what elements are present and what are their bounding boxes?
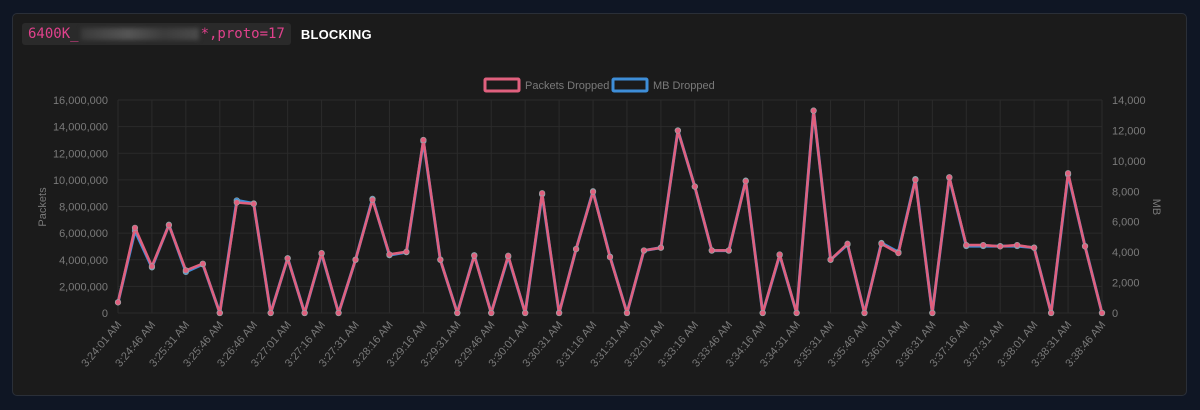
chart-card bbox=[12, 13, 1187, 396]
packets-dropped-line-point bbox=[488, 309, 495, 317]
packets-dropped-line-point bbox=[963, 242, 970, 249]
packets-dropped-line-point bbox=[674, 127, 681, 134]
packets-dropped-line-point bbox=[284, 255, 291, 262]
packets-dropped-line bbox=[116, 109, 1104, 315]
packets-dropped-line-point bbox=[844, 240, 851, 247]
left-tick-label: 10,000,000 bbox=[53, 175, 108, 187]
left-tick-label: 14,000,000 bbox=[53, 122, 108, 134]
packets-dropped-line-point bbox=[539, 190, 546, 197]
packets-dropped-line-point bbox=[759, 309, 766, 317]
chart-header: 6400K_ *,proto=17 BLOCKING bbox=[22, 23, 372, 45]
filter-expression: 6400K_ *,proto=17 bbox=[22, 23, 291, 45]
packets-dropped-line-point bbox=[708, 247, 715, 254]
legend-swatch-packets bbox=[483, 77, 521, 93]
packets-dropped-line-point bbox=[420, 136, 427, 144]
right-tick-label: 14,000 bbox=[1112, 95, 1146, 107]
packets-dropped-line-point bbox=[640, 247, 648, 254]
status-label: BLOCKING bbox=[300, 26, 372, 42]
packets-dropped-line-point bbox=[997, 243, 1004, 250]
packets-dropped-line-point bbox=[1064, 170, 1072, 177]
right-axis-title: MB bbox=[1150, 199, 1162, 216]
filter-suffix: *,proto=17 bbox=[200, 26, 285, 42]
packets-dropped-line-point bbox=[522, 309, 529, 317]
packets-dropped-line-point bbox=[114, 299, 122, 306]
packets-dropped-line-point bbox=[267, 309, 274, 317]
packets-dropped-line-point bbox=[895, 249, 902, 257]
packets-dropped-line-point bbox=[165, 222, 172, 229]
packets-dropped-line-point bbox=[1081, 243, 1089, 250]
right-tick-label: 2,000 bbox=[1112, 278, 1140, 290]
redacted-block bbox=[80, 28, 199, 40]
right-tick-label: 0 bbox=[1112, 308, 1118, 320]
packets-dropped-line-point bbox=[556, 309, 563, 317]
packets-dropped-line-point bbox=[776, 251, 783, 258]
right-tick-label: 4,000 bbox=[1112, 247, 1140, 259]
packets-dropped-line-point bbox=[810, 107, 817, 114]
packets-dropped-line-point bbox=[606, 253, 614, 261]
packets-dropped-line-point bbox=[946, 174, 953, 181]
packets-dropped-line-point bbox=[742, 178, 749, 185]
packets-dropped-line-point bbox=[657, 244, 664, 251]
packets-dropped-line-point bbox=[301, 309, 308, 317]
packets-dropped-line-point bbox=[369, 196, 376, 203]
packets-dropped-line-point bbox=[437, 256, 444, 263]
packets-dropped-line-point bbox=[912, 176, 919, 183]
packets-dropped-line-point bbox=[335, 309, 342, 317]
packets-dropped-line-point bbox=[318, 249, 325, 257]
packets-dropped-line-point bbox=[589, 188, 597, 195]
left-tick-label: 0 bbox=[102, 308, 108, 320]
packets-dropped-line-point bbox=[572, 246, 580, 253]
packets-dropped-line-point bbox=[861, 309, 868, 317]
packets-dropped-line-point bbox=[929, 309, 936, 317]
legend-label: MB Dropped bbox=[653, 80, 715, 92]
packets-dropped-line-point bbox=[216, 309, 223, 317]
packets-dropped-line-point bbox=[878, 240, 885, 247]
packets-dropped-line-point bbox=[454, 309, 461, 317]
left-tick-label: 16,000,000 bbox=[53, 95, 108, 107]
right-tick-label: 6,000 bbox=[1112, 217, 1140, 229]
left-axis-title: Packets bbox=[37, 187, 49, 227]
packets-dropped-line-point bbox=[386, 251, 393, 258]
packets-dropped-line-point bbox=[182, 267, 189, 274]
right-tick-label: 10,000 bbox=[1112, 156, 1146, 168]
left-tick-label: 12,000,000 bbox=[53, 148, 108, 160]
packets-dropped-line-point bbox=[623, 309, 631, 317]
packets-dropped-line-point bbox=[1031, 244, 1038, 251]
packets-dropped-line-point bbox=[505, 252, 512, 259]
right-tick-label: 12,000 bbox=[1112, 125, 1146, 137]
packets-dropped-line-point bbox=[131, 224, 139, 231]
packets-dropped-line-point bbox=[148, 263, 156, 270]
packets-dropped-line-point bbox=[471, 252, 478, 259]
packets-dropped-line-point bbox=[233, 199, 240, 206]
left-tick-label: 8,000,000 bbox=[59, 202, 108, 214]
legend-swatch-mb bbox=[611, 77, 649, 93]
packets-dropped-line-point bbox=[403, 248, 410, 255]
left-tick-label: 2,000,000 bbox=[59, 281, 108, 293]
packets-dropped-line-point bbox=[1098, 309, 1106, 317]
packets-dropped-line-point bbox=[980, 242, 987, 249]
packets-dropped-line-point bbox=[793, 309, 800, 317]
packets-dropped-line-point bbox=[1048, 309, 1055, 317]
packets-dropped-line-point bbox=[352, 256, 359, 263]
legend-label: Packets Dropped bbox=[525, 80, 609, 92]
packets-dropped-line-point bbox=[827, 256, 834, 263]
packets-dropped-line-point bbox=[250, 200, 257, 207]
packets-dropped-line-point bbox=[1014, 242, 1021, 249]
filter-prefix: 6400K_ bbox=[28, 26, 79, 42]
left-tick-label: 4,000,000 bbox=[59, 255, 108, 267]
packets-dropped-line-point bbox=[691, 183, 698, 190]
packets-dropped-line-point bbox=[725, 247, 732, 254]
right-tick-label: 8,000 bbox=[1112, 186, 1140, 198]
packets-dropped-line-point bbox=[199, 260, 206, 267]
left-tick-label: 6,000,000 bbox=[59, 228, 108, 240]
